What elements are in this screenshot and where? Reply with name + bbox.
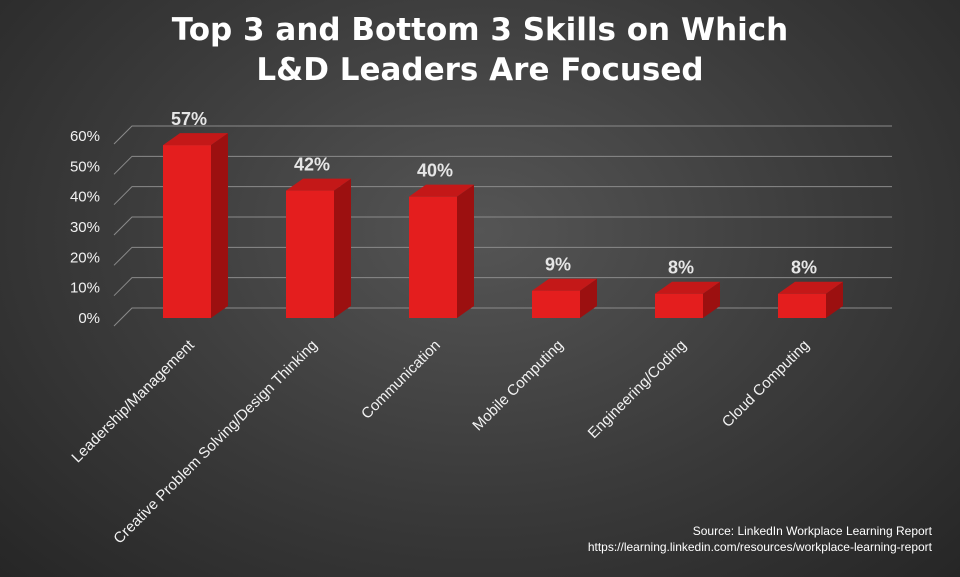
gridline (113, 307, 892, 327)
data-label: 57% (171, 109, 207, 129)
x-tick-label: Leadership/Management (68, 336, 198, 466)
bar-top (778, 281, 843, 294)
bar-top (163, 133, 228, 146)
bar-top (286, 178, 351, 191)
bar (778, 293, 826, 318)
data-label: 9% (545, 255, 571, 275)
y-tick-label: 40% (70, 189, 100, 206)
gridline (113, 277, 892, 297)
bars (163, 133, 843, 318)
y-tick-label: 30% (70, 219, 100, 236)
bar-top (655, 281, 720, 294)
bar-top (532, 278, 597, 291)
source-line-1: Source: LinkedIn Workplace Learning Repo… (692, 524, 932, 538)
data-label: 40% (417, 161, 453, 181)
y-tick-label: 10% (70, 280, 100, 297)
bar-side (334, 178, 351, 318)
y-tick-label: 60% (70, 128, 100, 145)
gridline (113, 186, 892, 206)
bar (532, 290, 580, 318)
x-tick-label: Cloud Computing (719, 337, 813, 431)
chart-title-line-1: Top 3 and Bottom 3 Skills on Which (172, 12, 789, 48)
bar-side (457, 184, 474, 318)
data-labels: 57% 42% 40% 9% 8% 8% (171, 109, 817, 278)
bar-side (580, 278, 597, 318)
y-tick-label: 20% (70, 249, 100, 266)
bar-side (826, 281, 843, 318)
chart-title-line-2: L&D Leaders Are Focused (256, 52, 703, 88)
grid-layer (113, 125, 892, 327)
bar-side (703, 281, 720, 318)
bar (409, 196, 457, 318)
data-label: 8% (791, 258, 817, 278)
x-tick-label: Communication (358, 337, 444, 423)
gridline (113, 125, 892, 145)
x-tick-label: Mobile Computing (469, 337, 567, 435)
gridline (113, 155, 892, 175)
source-line-2: https://learning.linkedin.com/resources/… (587, 540, 932, 554)
bar (163, 145, 211, 318)
y-tick-label: 0% (78, 310, 100, 327)
bar (655, 293, 703, 318)
bar-side (211, 133, 228, 318)
data-label: 42% (294, 155, 330, 175)
gridline (113, 216, 892, 236)
y-tick-label: 50% (70, 158, 100, 175)
x-tick-label: Creative Problem Solving/Design Thinking (110, 337, 321, 548)
bar-top (409, 184, 474, 197)
x-tick-label: Engineering/Coding (585, 337, 690, 442)
source-note: Source: LinkedIn Workplace Learning Repo… (588, 523, 932, 555)
y-axis: 0% 10% 20% 30% 40% 50% 60% (70, 128, 100, 327)
data-label: 8% (668, 258, 694, 278)
gridline (113, 246, 892, 266)
bar (286, 190, 334, 318)
